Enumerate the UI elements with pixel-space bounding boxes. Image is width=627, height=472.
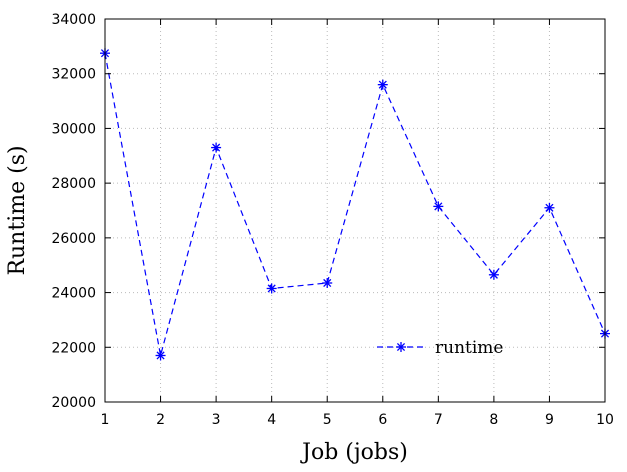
data-point bbox=[155, 350, 166, 361]
y-tick-label: 20000 bbox=[51, 395, 96, 411]
data-point bbox=[211, 142, 222, 153]
axis-ticks: 1 2 3 4 5 6 7 8 9 10 20000 22000 24000 26000 28000 3000… bbox=[51, 12, 613, 428]
legend-marker bbox=[396, 342, 406, 352]
legend-marker-star bbox=[396, 342, 406, 352]
marker-stroke bbox=[545, 203, 554, 212]
marker-stroke bbox=[489, 270, 498, 279]
y-tick-label: 22000 bbox=[51, 340, 96, 356]
legend: runtime bbox=[377, 338, 503, 358]
y-tick-label: 34000 bbox=[51, 12, 96, 28]
series-layer bbox=[100, 48, 610, 361]
marker-stroke bbox=[323, 278, 332, 288]
y-tick-label: 26000 bbox=[51, 231, 96, 247]
marker-stroke bbox=[378, 80, 387, 89]
x-tick-label: 7 bbox=[434, 412, 443, 428]
x-tick-label: 2 bbox=[156, 412, 165, 428]
marker-stroke bbox=[267, 284, 276, 293]
data-point bbox=[488, 269, 499, 280]
data-point bbox=[377, 79, 388, 90]
x-tick-label: 9 bbox=[545, 412, 554, 428]
data-point bbox=[433, 201, 444, 212]
y-tick-label: 32000 bbox=[51, 67, 96, 83]
x-tick-label: 5 bbox=[323, 412, 332, 428]
grid bbox=[105, 19, 605, 402]
y-tick-label: 30000 bbox=[51, 121, 96, 137]
data-point bbox=[544, 202, 555, 213]
marker-stroke bbox=[156, 351, 165, 360]
y-tick-label: 28000 bbox=[51, 176, 96, 192]
data-point bbox=[266, 283, 277, 294]
x-axis-label: Job (jobs) bbox=[300, 440, 408, 465]
series-line-runtime bbox=[104, 53, 606, 356]
y-tick-label: 24000 bbox=[51, 286, 96, 302]
x-tick-label: 3 bbox=[212, 412, 221, 428]
data-point bbox=[322, 277, 333, 288]
x-tick-label: 4 bbox=[267, 412, 276, 428]
plot-frame bbox=[104, 18, 606, 403]
marker-stroke bbox=[212, 143, 221, 152]
x-tick-label: 8 bbox=[489, 412, 498, 428]
x-tick-label: 10 bbox=[596, 412, 614, 428]
legend-label: runtime bbox=[435, 338, 503, 358]
marker-stroke bbox=[434, 202, 443, 211]
y-axis-label: Runtime (s) bbox=[5, 145, 30, 275]
marker-stroke bbox=[396, 342, 406, 352]
x-tick-label: 1 bbox=[101, 412, 110, 428]
x-tick-label: 6 bbox=[378, 412, 387, 428]
